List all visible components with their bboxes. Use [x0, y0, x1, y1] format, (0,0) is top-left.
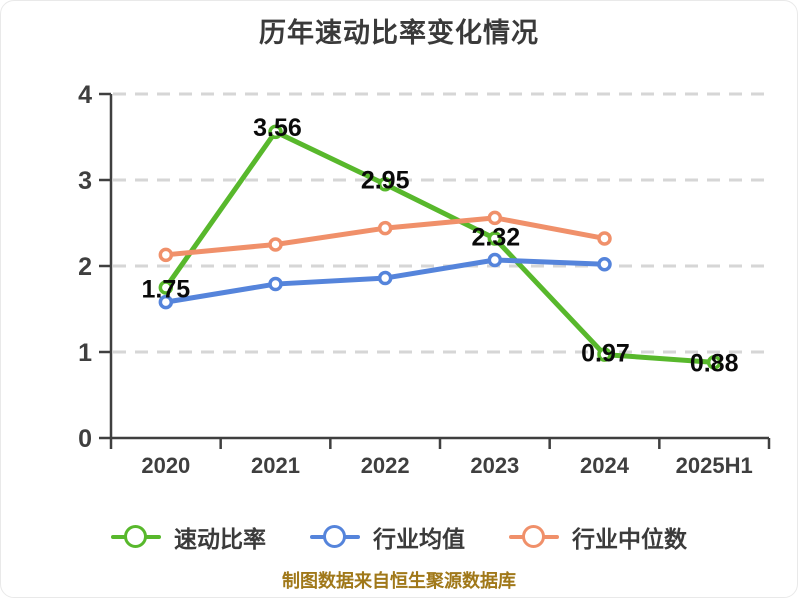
y-tick-label-1: 1: [78, 339, 92, 367]
data-label-0.88: 0.88: [690, 349, 739, 377]
data-point-行业均值-2: [377, 270, 393, 286]
legend-marker-blue-icon: [310, 525, 360, 549]
data-point-行业均值-1: [268, 276, 283, 292]
data-point-行业中位数-0: [158, 247, 174, 263]
legend-marker-orange-icon: [509, 525, 559, 549]
x-category-label-2020: 2020: [141, 453, 190, 478]
x-category-label-2021: 2021: [251, 453, 300, 478]
data-point-行业中位数-3: [487, 210, 503, 226]
y-tick-label-2: 2: [78, 253, 92, 281]
data-point-行业均值-0: [158, 294, 174, 310]
data-label-3.56: 3.56: [253, 114, 302, 142]
x-category-label-2022: 2022: [361, 453, 410, 478]
legend-ring-icon: [124, 525, 147, 548]
data-point-速动比率-3: [487, 231, 503, 246]
series-line-速动比率: [163, 129, 717, 365]
legend-item-industry-median: 行业中位数: [509, 520, 687, 554]
legend-label-industry-avg: 行业均值: [373, 526, 465, 552]
y-tick-label-0: 0: [78, 425, 92, 453]
x-category-label-2024: 2024: [580, 453, 630, 478]
data-point-行业中位数-4: [597, 231, 612, 246]
y-tick-label-4: 4: [78, 81, 92, 109]
legend-ring-icon: [323, 525, 346, 548]
data-point-速动比率-4: [597, 347, 612, 362]
data-source-note: 制图数据来自恒生聚源数据库: [282, 571, 516, 591]
data-point-行业均值-3: [487, 252, 503, 268]
legend-marker-green-icon: [111, 525, 161, 549]
legend-ring-icon: [522, 525, 545, 548]
data-point-行业中位数-1: [268, 237, 283, 252]
chart-legend: 速动比率 行业均值 行业中位数: [1, 515, 797, 559]
data-label-2.32: 2.32: [471, 223, 520, 251]
data-point-速动比率-5: [706, 355, 722, 370]
data-point-行业均值-4: [597, 257, 612, 272]
chart-title: 历年速动比率变化情况: [259, 18, 539, 48]
legend-item-quick-ratio: 速动比率: [111, 520, 266, 554]
legend-label-quick-ratio: 速动比率: [174, 526, 266, 552]
data-point-速动比率-2: [377, 177, 393, 192]
data-point-速动比率-0: [158, 280, 174, 295]
data-point-行业中位数-2: [377, 220, 393, 236]
legend-label-industry-median: 行业中位数: [572, 526, 687, 552]
legend-item-industry-avg: 行业均值: [310, 520, 465, 554]
data-label-1.75: 1.75: [141, 276, 190, 304]
data-label-0.97: 0.97: [581, 340, 630, 368]
data-label-2.95: 2.95: [361, 166, 410, 194]
x-category-label-2023: 2023: [470, 453, 519, 478]
y-tick-label-3: 3: [78, 167, 92, 195]
data-point-速动比率-1: [268, 124, 283, 140]
x-category-label-2025H1: 2025H1: [676, 453, 753, 478]
